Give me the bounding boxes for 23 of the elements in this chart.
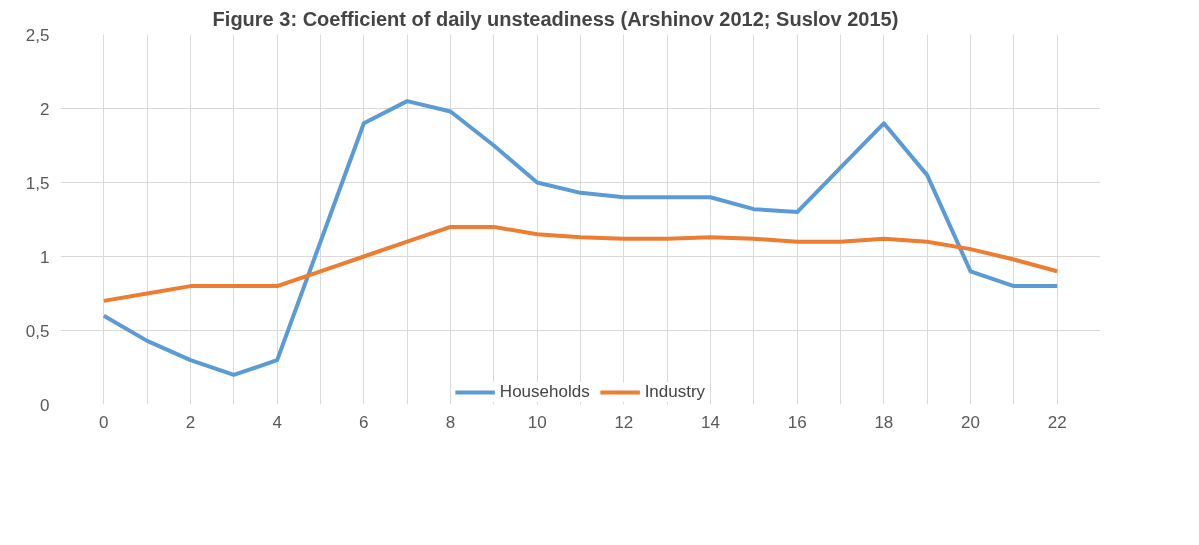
x-tick-label: 6 (359, 412, 369, 432)
legend-label: Households (499, 382, 590, 402)
x-tick-label: 2 (185, 412, 196, 432)
x-tick-label: 0 (99, 412, 109, 432)
x-tick-label: 10 (527, 412, 547, 432)
x-tick-label: 8 (445, 412, 456, 432)
chart-title: Figure 3: Coefficient of daily unsteadiness (Arshinov 2012; Suslov 2015) (212, 7, 899, 30)
x-tick-label: 16 (787, 412, 807, 432)
y-tick-label: 1 (40, 247, 50, 267)
line-series (101, 224, 1060, 303)
x-tick-label: 20 (961, 412, 980, 432)
y-tick-label: 0,5 (25, 321, 50, 341)
x-tick-label: 14 (701, 412, 720, 432)
x-tick-label: 4 (272, 412, 282, 432)
legend-label: Industry (644, 382, 706, 402)
x-tick-label: 18 (874, 412, 894, 432)
y-tick-label: 0 (40, 395, 50, 415)
line-series (101, 99, 1060, 377)
x-tick-label: 12 (614, 412, 634, 432)
y-tick-label: 2,5 (25, 25, 50, 45)
y-tick-label: 1,5 (25, 173, 50, 193)
y-tick-label: 2 (40, 99, 50, 119)
x-tick-label: 22 (1047, 412, 1067, 432)
